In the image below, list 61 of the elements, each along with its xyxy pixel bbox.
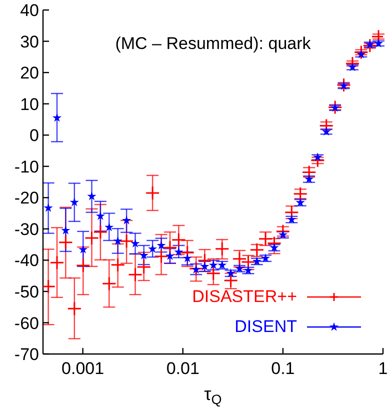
point: [122, 216, 132, 224]
point: [93, 224, 108, 240]
point: [296, 198, 305, 207]
point: [145, 186, 160, 200]
y-tick-label: -60: [14, 314, 39, 333]
point: [44, 203, 53, 212]
point: [130, 238, 140, 248]
legend-label: DISASTER++: [192, 287, 297, 307]
point: [110, 258, 126, 272]
point: [165, 251, 175, 260]
point: [67, 301, 82, 316]
point: [52, 113, 62, 122]
point: [278, 230, 288, 239]
point: [304, 174, 314, 184]
point: [76, 258, 90, 273]
annotation: (MC – Resummed): quark: [114, 34, 312, 54]
point: [136, 260, 152, 274]
point: [270, 242, 279, 252]
point: [78, 244, 88, 254]
y-tick-label: -20: [14, 188, 39, 208]
point: [244, 266, 253, 274]
point: [328, 100, 342, 115]
y-tick-label: 0: [30, 126, 39, 146]
legend-label: DISENT: [234, 317, 297, 337]
y-tick-label: -30: [14, 220, 39, 239]
x-axis-title: τ$_{Q}$: [204, 384, 222, 408]
y-tick-label: -40: [14, 251, 39, 270]
y-tick-label: -70: [14, 345, 39, 364]
point: [171, 232, 186, 248]
y-tick-label: -50: [14, 282, 39, 302]
point: [330, 103, 340, 112]
point: [61, 226, 70, 234]
x-tick-label: 1: [378, 359, 388, 378]
point: [70, 198, 79, 206]
point: [182, 254, 192, 262]
point: [287, 214, 296, 224]
x-tick-label: 0.1: [271, 359, 295, 378]
point: [345, 56, 360, 71]
point: [354, 44, 368, 60]
y-tick-label: 10: [20, 94, 39, 114]
x-tick-label: 0.01: [166, 359, 200, 378]
point: [322, 126, 331, 136]
y-tick-label: -10: [14, 157, 39, 176]
point: [148, 244, 158, 253]
point: [113, 236, 122, 245]
point: [96, 211, 106, 220]
y-tick-label: 40: [20, 1, 39, 20]
point: [58, 235, 73, 250]
point: [87, 192, 96, 200]
point: [260, 254, 270, 262]
y-tick-label: 20: [20, 64, 39, 83]
point: [84, 230, 99, 246]
point: [102, 276, 116, 291]
point: [104, 222, 114, 232]
point: [156, 240, 166, 250]
x-tick-label: 0.001: [62, 359, 104, 378]
point: [336, 78, 352, 92]
y-tick-label: 30: [20, 32, 39, 52]
point: [50, 255, 64, 270]
point: [214, 242, 230, 256]
point: [339, 81, 348, 90]
